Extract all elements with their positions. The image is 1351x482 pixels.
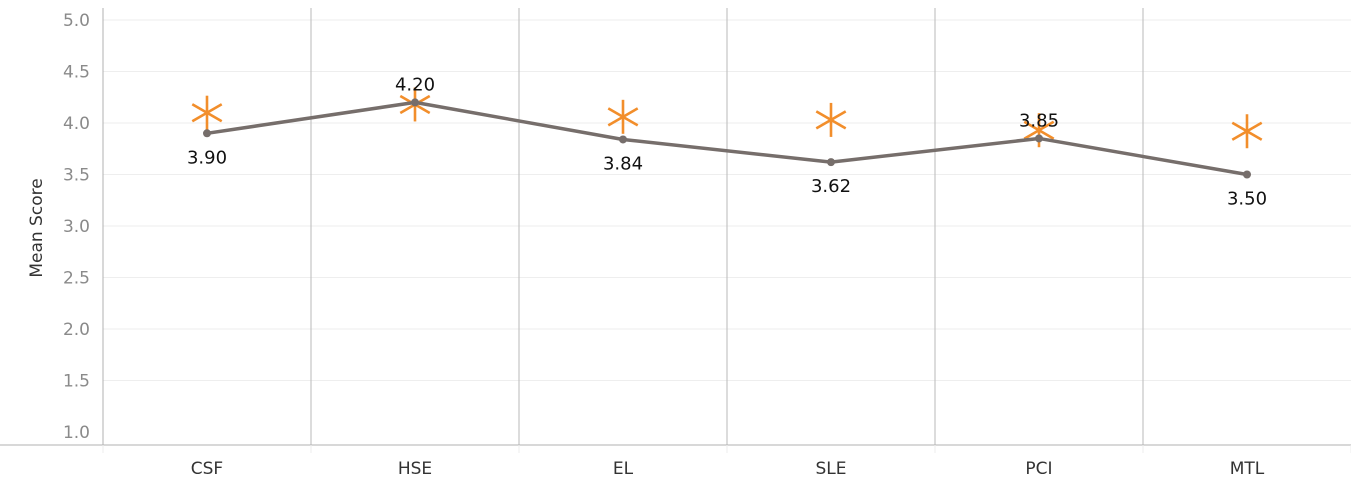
y-tick-label: 4.0 — [63, 114, 90, 134]
grid-layer — [0, 8, 1351, 453]
asterisk-marker — [607, 99, 639, 134]
series-layer — [191, 87, 1263, 179]
axis-layer: Mean Score 1.0 1.5 2.0 2.5 3.0 3.5 4.0 4.5 5.0 CS… — [27, 11, 1265, 479]
asterisk-marker — [815, 102, 847, 137]
y-axis-label: Mean Score — [27, 178, 47, 277]
x-tick-label: HSE — [398, 459, 432, 479]
asterisk-stroke — [1023, 120, 1055, 140]
y-tick-label: 2.0 — [63, 320, 90, 340]
y-tick-label: 2.5 — [63, 269, 90, 289]
line-point — [1243, 170, 1251, 179]
data-label: 3.90 — [187, 147, 227, 168]
y-tick-label: 3.0 — [63, 217, 90, 237]
y-tick-label: 4.5 — [63, 63, 90, 83]
line-point — [203, 129, 211, 138]
y-tick-label: 3.5 — [63, 166, 90, 186]
data-label: 4.20 — [395, 74, 435, 95]
x-tick-label: CSF — [191, 459, 223, 479]
line-point — [1035, 134, 1043, 143]
asterisk-stroke — [815, 110, 847, 130]
line-point — [827, 158, 835, 167]
y-tick-label: 1.5 — [63, 372, 90, 392]
line-point — [619, 135, 627, 144]
x-tick-label: EL — [613, 459, 634, 479]
asterisk-stroke — [191, 103, 223, 123]
data-label: 3.50 — [1227, 189, 1267, 210]
asterisk-marker — [1231, 114, 1263, 149]
asterisk-stroke — [607, 107, 639, 127]
mean-score-line — [206, 100, 1248, 177]
y-tick-label: 1.0 — [63, 423, 90, 443]
data-label: 3.84 — [603, 153, 643, 174]
x-tick-label: PCI — [1025, 459, 1052, 479]
x-tick-label: MTL — [1230, 459, 1265, 479]
data-label-layer: 3.90 4.20 3.84 3.62 3.85 3.50 — [187, 74, 1267, 209]
data-label: 3.62 — [811, 176, 851, 197]
asterisk-marker — [191, 95, 223, 130]
y-tick-label: 5.0 — [63, 11, 90, 31]
line-point — [411, 98, 419, 107]
data-label: 3.85 — [1019, 110, 1059, 131]
asterisk-stroke — [1231, 121, 1263, 141]
x-tick-label: SLE — [815, 459, 846, 479]
